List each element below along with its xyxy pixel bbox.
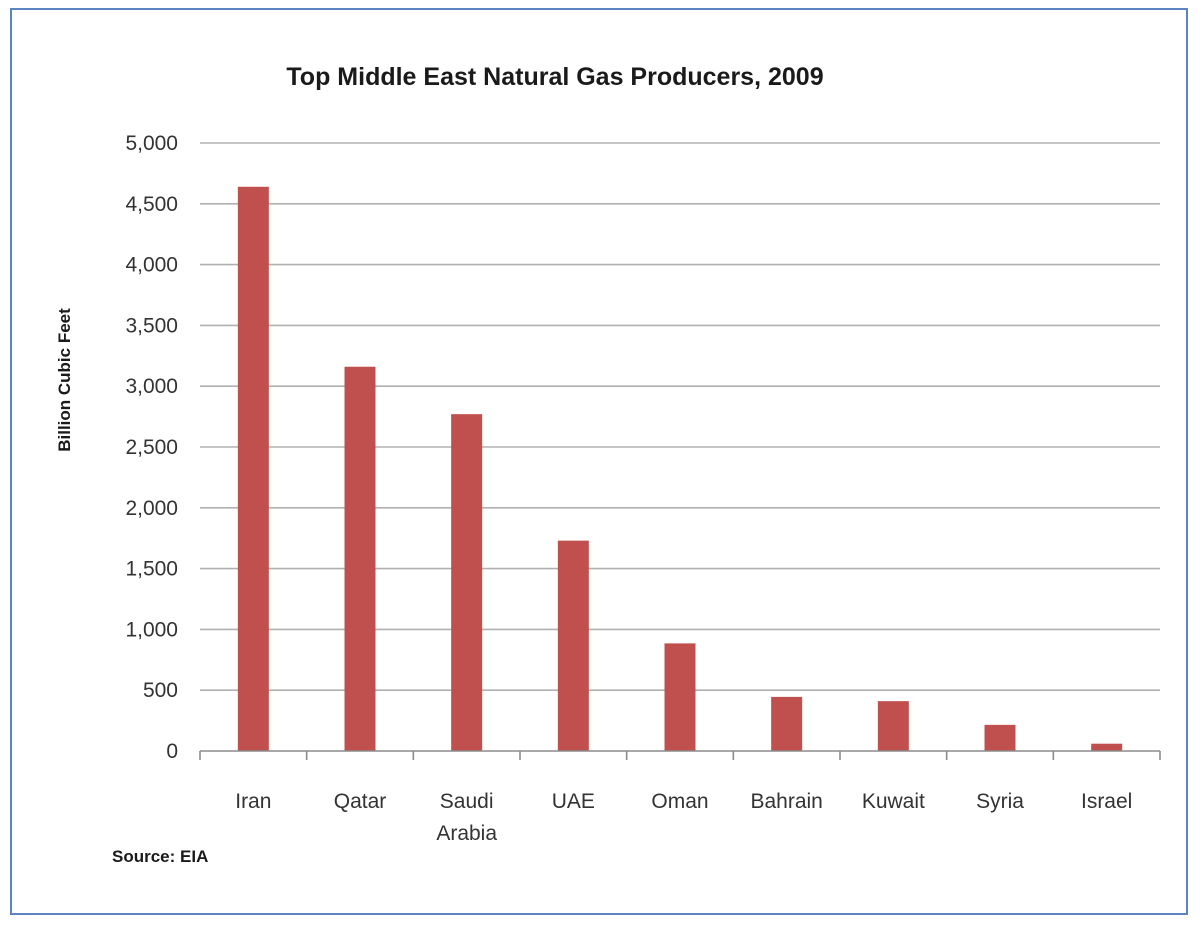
- y-axis-label: Billion Cubic Feet: [55, 308, 74, 452]
- y-tick-label: 0: [166, 740, 178, 763]
- x-category-label: Syria: [976, 790, 1024, 813]
- x-category-label: Bahrain: [750, 790, 822, 813]
- y-tick-label: 3,500: [125, 314, 178, 337]
- bar: [664, 643, 696, 751]
- y-tick-label: 5,000: [125, 132, 178, 155]
- x-axis-categories: Iran Qatar Saudi Arabia UAE Oman Bahrain Kuwait…: [235, 790, 1132, 845]
- x-category-label: UAE: [552, 790, 595, 813]
- x-category-label: Israel: [1081, 790, 1132, 813]
- x-category-label: Oman: [651, 790, 708, 813]
- bar: [344, 366, 376, 751]
- bar: [984, 724, 1016, 751]
- x-category-label: Kuwait: [862, 790, 925, 813]
- bar: [877, 701, 909, 751]
- bar: [771, 696, 803, 751]
- bar: [1091, 743, 1123, 751]
- y-tick-label: 2,000: [125, 497, 178, 520]
- x-category-label: Saudi Arabia: [436, 790, 497, 845]
- gridlines: [200, 142, 1160, 692]
- bar: [237, 186, 269, 751]
- y-tick-label: 4,000: [125, 254, 178, 277]
- chart-frame: [10, 8, 1188, 915]
- chart-title: Top Middle East Natural Gas Producers, 2…: [286, 63, 823, 91]
- y-tick-label: 2,500: [125, 436, 178, 459]
- source-note: Source: EIA: [112, 847, 208, 866]
- y-axis-ticks: 0 500 1,000 1,500 2,000 2,500 3,000 3,500 4,000 4…: [125, 132, 178, 763]
- y-tick-label: 3,000: [125, 375, 178, 398]
- y-tick-label: 1,500: [125, 558, 178, 581]
- x-category-label: Qatar: [334, 790, 387, 813]
- bar: [451, 414, 483, 751]
- y-tick-label: 1,000: [125, 618, 178, 641]
- y-tick-label: 500: [143, 679, 178, 702]
- bars: [237, 186, 1123, 751]
- bar: [557, 540, 589, 751]
- y-tick-label: 4,500: [125, 193, 178, 216]
- x-axis: [199, 750, 1161, 760]
- x-category-label: Iran: [235, 790, 271, 813]
